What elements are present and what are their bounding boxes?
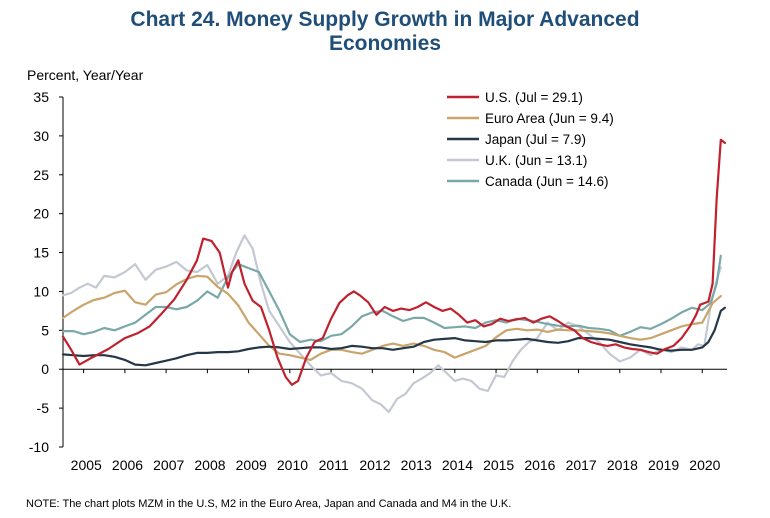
x-tick-label: 2006	[112, 457, 143, 473]
x-tick-label: 2017	[566, 457, 597, 473]
series-line-euro	[61, 274, 722, 361]
y-axis-label: Percent, Year/Year	[27, 67, 144, 83]
y-tick-label: 10	[33, 283, 49, 299]
x-tick-label: 2014	[442, 457, 473, 473]
x-tick-label: 2008	[194, 457, 225, 473]
x-tick-label: 2009	[236, 457, 267, 473]
y-tick-label: 25	[33, 167, 49, 183]
x-tick-label: 2020	[689, 457, 720, 473]
x-tick-label: 2012	[359, 457, 390, 473]
chart-title-line-2: Economies	[328, 32, 442, 55]
x-tick-label: 2011	[319, 457, 349, 473]
legend-label: Euro Area (Jun = 9.4)	[485, 111, 614, 126]
legend-label: Japan (Jul = 7.9)	[485, 132, 586, 147]
chart-title: Chart 24. Money Supply Growth in Major A…	[0, 8, 770, 56]
y-tick-label: 30	[33, 128, 49, 144]
series-line-uk	[61, 234, 722, 414]
x-tick-label: 2018	[607, 457, 638, 473]
x-tick-label: 2019	[648, 457, 679, 473]
series-line-japan	[61, 306, 726, 367]
x-tick-label: 2007	[153, 457, 184, 473]
series-line-us	[61, 138, 726, 386]
y-tick-label: -10	[29, 439, 49, 455]
legend-label: U.S. (Jul = 29.1)	[485, 90, 583, 105]
chart-title-line-1: Chart 24. Money Supply Growth in Major A…	[130, 8, 640, 31]
y-tick-label: -5	[37, 400, 50, 416]
footnote: NOTE: The chart plots MZM in the U.S, M2…	[26, 498, 512, 510]
series-group	[61, 138, 726, 414]
y-tick-label: 20	[33, 206, 49, 222]
legend-label: Canada (Jun = 14.6)	[485, 174, 608, 189]
x-tick-label: 2016	[524, 457, 555, 473]
legend-label: U.K. (Jun = 13.1)	[485, 153, 587, 168]
y-tick-label: 35	[33, 89, 49, 105]
y-tick-label: 15	[33, 245, 49, 261]
legend: U.S. (Jul = 29.1) Euro Area (Jun = 9.4) Ja…	[447, 90, 614, 189]
x-tick-label: 2010	[277, 457, 308, 473]
y-tick-label: 0	[41, 361, 49, 377]
y-tick-label: 5	[41, 322, 49, 338]
x-tick-label: 2013	[401, 457, 432, 473]
x-tick-label: 2005	[71, 457, 102, 473]
x-tick-label: 2015	[483, 457, 514, 473]
